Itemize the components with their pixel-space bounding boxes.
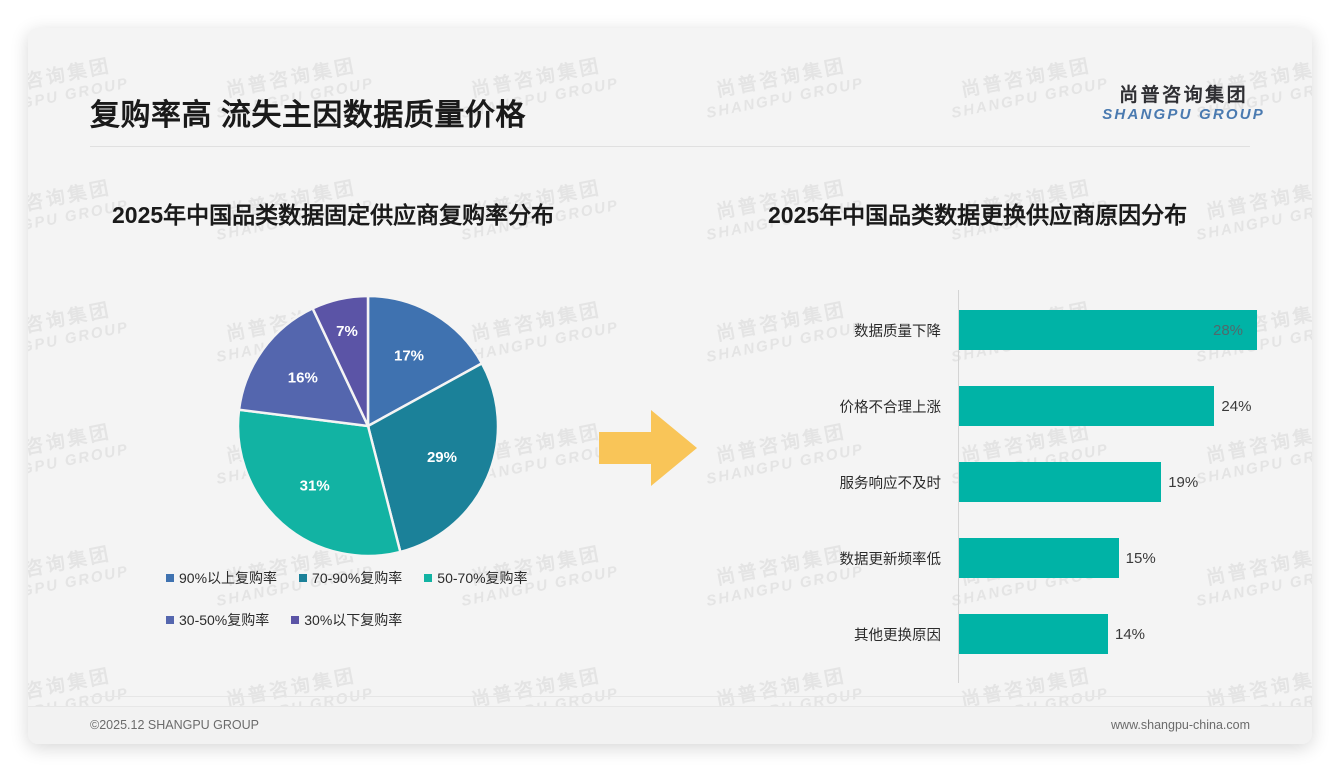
legend-swatch-icon xyxy=(166,616,174,624)
bar-row: 服务响应不及时 19% xyxy=(818,462,1288,502)
slide-card: 尚普咨询集团 SHANGPU GROUP 尚普咨询集团 SHANGPU GROUP 尚普… xyxy=(28,28,1312,744)
bar-track: 14% xyxy=(959,614,1288,654)
pie-slice-label: 29% xyxy=(427,449,457,466)
legend-row: 30-50%复购率 30%以下复购率 xyxy=(166,610,586,630)
bar-row: 数据质量下降 28% xyxy=(818,310,1288,350)
bar-fill[interactable] xyxy=(959,462,1162,502)
bar-category-label: 其他更换原因 xyxy=(854,627,941,644)
bar-row: 其他更换原因 14% xyxy=(818,614,1288,654)
bar-row: 数据更新频率低 15% xyxy=(818,538,1288,578)
legend-item[interactable]: 30-50%复购率 xyxy=(166,610,269,630)
bar-value-label: 14% xyxy=(1115,625,1146,643)
legend-item[interactable]: 30%以下复购率 xyxy=(291,610,402,630)
legend-label: 50-70%复购率 xyxy=(437,570,528,586)
pie-slice-label: 17% xyxy=(394,348,424,365)
bar-category-label: 数据质量下降 xyxy=(854,323,941,340)
legend-swatch-icon xyxy=(291,616,300,624)
legend-swatch-icon xyxy=(166,574,174,582)
bar-category-label: 服务响应不及时 xyxy=(839,475,942,492)
legend-label: 70-90%复购率 xyxy=(312,570,403,586)
header-divider xyxy=(90,146,1250,147)
pie-chart-title: 2025年中国品类数据固定供应商复购率分布 xyxy=(112,202,555,228)
logo-english-text: SHANGPU GROUP xyxy=(1102,106,1265,124)
pie-slice-label: 16% xyxy=(288,370,318,387)
note-divider xyxy=(90,696,1250,697)
repurchase-rate-pie-chart: 17% 29% 31% 16% 7% xyxy=(188,278,548,578)
bar-value-label: 19% xyxy=(1168,473,1199,491)
footer-copyright: ©2025.12 SHANGPU GROUP xyxy=(90,718,259,732)
bar-value-label: 28% xyxy=(1213,321,1244,339)
pie-slice xyxy=(236,408,402,558)
pie-slice xyxy=(366,361,500,554)
bar-fill[interactable] xyxy=(959,538,1119,578)
bar-value-label: 15% xyxy=(1125,549,1156,567)
legend-swatch-icon xyxy=(299,574,308,582)
legend-row: 90%以上复购率 70-90%复购率 50-70%复购率 xyxy=(166,568,586,588)
bar-value-label: 24% xyxy=(1221,397,1252,415)
bar-row: 价格不合理上涨 24% xyxy=(818,386,1288,426)
bar-category-label: 价格不合理上涨 xyxy=(839,399,942,416)
legend-label: 90%以上复购率 xyxy=(179,570,278,586)
legend-label: 30-50%复购率 xyxy=(179,612,270,628)
pie-slice-label: 7% xyxy=(336,323,358,340)
bar-track: 15% xyxy=(959,538,1288,578)
bar-fill[interactable] xyxy=(959,614,1108,654)
arrow-right-icon xyxy=(599,406,699,495)
switch-reason-bar-chart: 数据质量下降 28% 价格不合理上涨 24% 服务响应不及时 19% 数据更新频率低 15% 其… xyxy=(818,290,1288,685)
bar-chart-title: 2025年中国品类数据更换供应商原因分布 xyxy=(768,202,1188,228)
pie-slice xyxy=(310,294,370,427)
bar-chart-axis-line xyxy=(958,290,959,683)
bar-track: 19% xyxy=(959,462,1288,502)
page-title: 复购率高 流失主因数据质量价格 xyxy=(90,99,526,132)
legend-item[interactable]: 70-90%复购率 xyxy=(299,568,402,588)
pie-svg: 17% 29% 31% 16% 7% xyxy=(236,294,500,558)
legend-swatch-icon xyxy=(424,574,433,582)
brand-logo: 尚普咨询集团 SHANGPU GROUP xyxy=(1102,85,1265,124)
slide-header: 复购率高 流失主因数据质量价格 尚普咨询集团 SHANGPU GROUP xyxy=(28,28,1312,132)
bar-fill[interactable] xyxy=(959,310,1257,350)
slide-footer: ©2025.12 SHANGPU GROUP www.shangpu-china… xyxy=(28,706,1312,744)
pie-legend: 90%以上复购率 70-90%复购率 50-70%复购率 30-50%复购率 30%以下… xyxy=(166,568,586,652)
bar-fill[interactable] xyxy=(959,386,1215,426)
pie-slice xyxy=(237,306,371,428)
legend-item[interactable]: 90%以上复购率 xyxy=(166,568,277,588)
legend-item[interactable]: 50-70%复购率 xyxy=(424,568,528,588)
legend-label: 30%以下复购率 xyxy=(304,612,403,628)
logo-chinese-text: 尚普咨询集团 xyxy=(1119,85,1249,106)
pie-slice xyxy=(366,294,484,429)
bar-category-label: 数据更新频率低 xyxy=(839,551,942,568)
bar-track: 28% xyxy=(959,310,1288,350)
footer-website[interactable]: www.shangpu-china.com xyxy=(1111,718,1250,732)
pie-slice-label: 31% xyxy=(300,477,330,494)
bar-track: 24% xyxy=(959,386,1288,426)
